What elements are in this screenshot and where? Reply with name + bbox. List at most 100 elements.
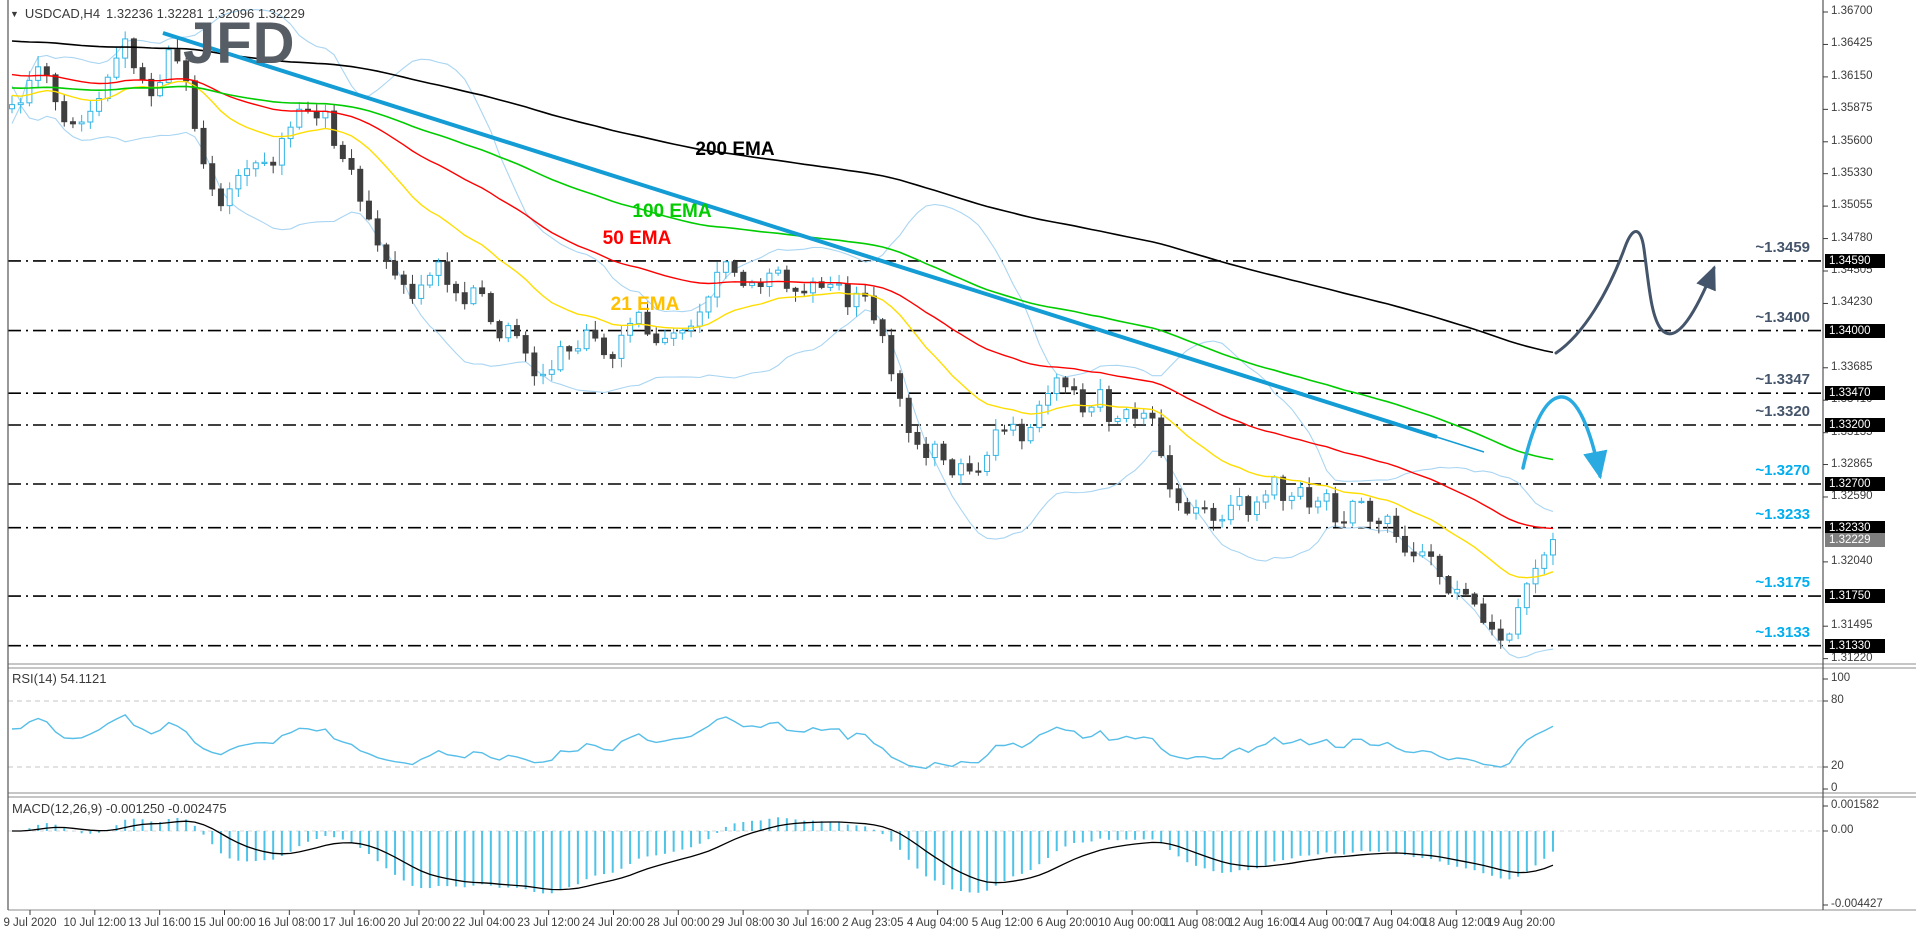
date-label[interactable]: 9 Jul 2020 [3,917,57,929]
candle-body [1123,409,1130,419]
date-label[interactable]: 2 Aug 23:05 [842,917,904,929]
candle-body [348,158,355,170]
price-tick-label: 1.31495 [1831,619,1873,632]
price-tick-label: 1.34230 [1831,296,1873,309]
candle-body [853,292,860,308]
macd-panel[interactable] [8,817,1823,894]
date-label[interactable]: 28 Jul 00:00 [646,917,710,929]
date-label[interactable]: 14 Aug 00:00 [1292,917,1361,929]
candle-body [165,49,172,84]
candle-body [357,168,364,202]
ema-label-200: 200 EMA [695,139,775,160]
candle-body [331,110,338,146]
date-label[interactable]: 19 Aug 20:00 [1487,917,1555,929]
price-level-badge: 1.34000 [1825,323,1885,338]
rsi-panel[interactable] [8,700,1823,770]
date-label[interactable]: 6 Aug 20:00 [1036,917,1098,929]
level-label: ~1.3320 [1755,403,1810,420]
date-label[interactable]: 29 Jul 08:00 [711,917,775,929]
date-label[interactable]: 10 Jul 12:00 [63,917,127,929]
candle-body [818,281,825,288]
candle-body [897,373,904,399]
candle-body [740,271,747,286]
candle-body [1071,386,1078,391]
candle-body [618,334,625,359]
candle-body [261,161,268,164]
rsi-indicator-label: RSI(14) 54.1121 [12,671,107,686]
indicator-line [11,73,1554,530]
price-level-badge: 1.33200 [1825,418,1885,432]
candle-body [1541,554,1548,569]
price-tick-label: 1.35875 [1831,102,1873,115]
candle-body [157,82,164,97]
ema-label-21: 21 EMA [610,294,680,315]
candle-body [1349,500,1356,524]
price-level-badge: 1.34590 [1825,253,1885,268]
candle-body [287,126,294,140]
candle-body [566,346,573,352]
level-label: ~1.3459 [1755,238,1810,256]
candle-body [1219,519,1226,522]
symbol-dropdown-icon[interactable]: ▼ [10,8,19,19]
current-price-badge: 1.32229 [1825,532,1885,547]
date-label[interactable]: 23 Jul 12:00 [517,917,580,929]
symbol-info-bar[interactable]: ▼ USDCAD,H4 1.32236 1.32281 1.32096 1.32… [10,6,305,21]
date-label[interactable]: 12 Aug 16:00 [1227,917,1296,929]
date-label[interactable]: 24 Jul 20:00 [582,917,645,929]
level-label: ~1.3133 [1755,623,1810,641]
rsi-scale-label: 80 [1831,694,1844,706]
candle-body [69,121,76,125]
candle-body [644,311,651,335]
candle-body [949,459,956,476]
candle-body [1410,551,1417,557]
candle-body [1201,507,1208,510]
date-label[interactable]: 10 Aug 00:00 [1098,917,1167,929]
date-label[interactable]: 4 Aug 04:00 [906,917,969,929]
candle-body [479,287,486,295]
candle-body [174,49,181,62]
candle-body [296,108,303,128]
candle-body [252,162,259,170]
date-label[interactable]: 13 Jul 16:00 [128,917,191,929]
candle-body [757,282,764,287]
candle-body [1018,423,1025,442]
price-tick-label: 1.36150 [1831,69,1873,82]
candle-body [1401,535,1408,553]
price-level-badge: 1.31750 [1825,589,1885,604]
date-label[interactable]: 20 Jul 20:00 [387,917,451,929]
main-price-panel[interactable] [8,9,1823,659]
price-level-badge: 1.31330 [1825,638,1885,653]
date-label[interactable]: 11 Aug 08:00 [1163,917,1231,929]
level-label: ~1.3347 [1755,371,1810,389]
candle-body [61,101,68,123]
candle-body [383,244,390,262]
date-label[interactable]: 15 Jul 00:00 [193,917,256,929]
candle-body [400,274,407,285]
date-label[interactable]: 17 Aug 04:00 [1357,917,1426,929]
date-label[interactable]: 16 Jul 08:00 [257,917,321,929]
candle-body [217,188,224,207]
date-label[interactable]: 5 Aug 12:00 [971,917,1034,929]
date-label[interactable]: 30 Jul 16:00 [776,917,840,929]
candle-body [1193,507,1200,514]
candle-body [574,348,581,352]
date-label[interactable]: 22 Jul 04:00 [452,917,516,929]
candle-body [775,269,782,274]
descending-trendline[interactable] [162,31,1438,439]
candle-body [1323,493,1330,502]
candle-body [244,168,251,176]
candle-body [1306,487,1313,508]
candle-body [1297,487,1304,497]
ema-label-100: 100 EMA [632,201,712,222]
bullish-projection-arrow[interactable] [1554,230,1716,355]
date-label[interactable]: 18 Aug 12:00 [1422,917,1491,929]
candle-body [1428,551,1435,557]
candle-body [1445,576,1452,594]
candle-body [905,397,912,433]
candle-body [1262,494,1269,503]
candle-body [548,369,555,375]
date-label[interactable]: 17 Jul 16:00 [322,917,386,929]
bearish-rejection-arrow[interactable] [1521,395,1608,480]
price-tick-label: 1.35055 [1831,199,1873,212]
